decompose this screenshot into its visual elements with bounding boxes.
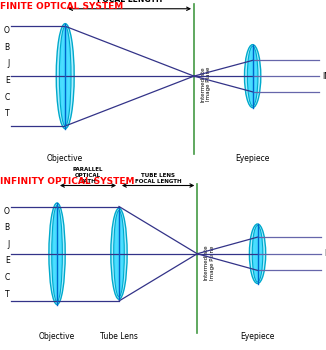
Text: C: C (5, 93, 10, 102)
Text: Eyepiece: Eyepiece (235, 154, 270, 163)
Text: Objective: Objective (39, 332, 75, 341)
Ellipse shape (116, 213, 122, 295)
Text: B: B (5, 223, 10, 232)
Ellipse shape (49, 203, 65, 304)
Text: T: T (5, 290, 10, 299)
Ellipse shape (249, 224, 266, 284)
Text: INFINITY OPTICAL SYSTEM: INFINITY OPTICAL SYSTEM (0, 177, 135, 186)
Text: IMAGE: IMAGE (323, 72, 326, 80)
Text: O: O (4, 26, 10, 35)
Text: Objective: Objective (47, 154, 83, 163)
Text: PARALLEL
OPTICAL
PATH: PARALLEL OPTICAL PATH (73, 167, 103, 184)
Text: Intermediate
Image Plane: Intermediate Image Plane (200, 66, 211, 102)
Ellipse shape (62, 29, 68, 124)
Text: Intermediate
Image Plane: Intermediate Image Plane (204, 245, 215, 280)
Text: Eyepiece: Eyepiece (240, 332, 275, 341)
Ellipse shape (114, 210, 124, 297)
Text: E: E (5, 76, 10, 85)
Text: TUBE LENS
FOCAL LENGTH: TUBE LENS FOCAL LENGTH (135, 173, 182, 184)
Ellipse shape (59, 26, 71, 126)
Ellipse shape (247, 46, 258, 106)
Text: O: O (4, 206, 10, 216)
Text: T: T (5, 109, 10, 118)
Text: FINITE OPTICAL SYSTEM: FINITE OPTICAL SYSTEM (0, 2, 123, 11)
Ellipse shape (250, 48, 256, 104)
Text: FOCAL LENGTH: FOCAL LENGTH (97, 0, 162, 4)
Text: J: J (7, 60, 10, 69)
Ellipse shape (111, 208, 127, 299)
Text: C: C (5, 273, 10, 282)
Text: J: J (7, 240, 10, 249)
Text: E: E (5, 256, 10, 265)
Text: Tube Lens: Tube Lens (100, 332, 138, 341)
Text: B: B (5, 43, 10, 52)
Ellipse shape (52, 205, 62, 302)
Ellipse shape (56, 24, 74, 129)
Ellipse shape (54, 208, 60, 299)
Ellipse shape (255, 227, 260, 281)
Ellipse shape (252, 225, 263, 282)
Text: IMAGE: IMAGE (324, 249, 326, 258)
Ellipse shape (244, 44, 261, 108)
